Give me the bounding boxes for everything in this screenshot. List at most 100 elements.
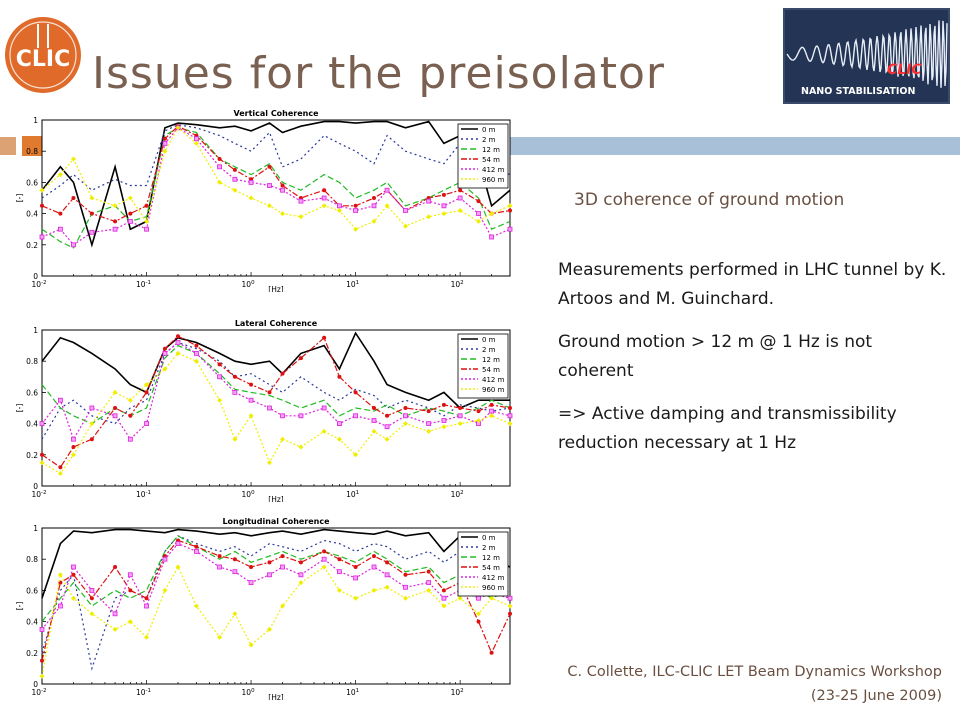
legend	[457, 123, 509, 189]
data-point	[89, 195, 95, 201]
legend-label: 2 m	[482, 136, 496, 144]
data-point	[232, 436, 238, 442]
plot-area	[41, 329, 511, 487]
data-point	[58, 603, 63, 609]
data-point	[127, 572, 133, 578]
data-point	[89, 211, 94, 216]
data-point	[58, 211, 63, 216]
data-point	[336, 587, 342, 593]
vertical-coherence-chart: Vertical Coherence 0 0.2 0.4 0.6 0.8 1 [-] 10-2 1…	[15, 109, 513, 292]
data-point	[248, 642, 254, 648]
data-point	[71, 196, 76, 200]
series-line-1	[41, 341, 511, 440]
data-point	[353, 413, 358, 419]
data-point	[127, 436, 133, 442]
data-point	[441, 424, 447, 430]
y-tick-label: 1	[33, 524, 38, 533]
data-point	[217, 164, 222, 170]
data-point	[441, 418, 447, 423]
data-point	[144, 603, 149, 609]
data-point	[372, 554, 377, 559]
y-tick-label: 0.4	[26, 618, 38, 627]
nano-logo-caption: NANO STABILISATION	[801, 86, 915, 97]
x-tick-label: 10-2	[31, 688, 46, 697]
data-point	[175, 125, 181, 131]
data-point	[426, 198, 432, 204]
data-point	[371, 564, 377, 570]
data-point	[144, 382, 150, 388]
data-point	[403, 406, 408, 410]
data-point	[371, 418, 377, 423]
credit: C. Collette, ILC-CLIC LET Beam Dynamics …	[567, 660, 942, 708]
data-point	[507, 226, 513, 232]
nano-logo-clic-text: CLIC	[887, 62, 922, 78]
credit-line-1: C. Collette, ILC-CLIC LET Beam Dynamics …	[567, 664, 942, 680]
chart-title: Longitudinal Coherence	[222, 517, 330, 526]
legend-label: 54 m	[482, 366, 500, 374]
data-point	[70, 452, 76, 458]
data-point	[128, 588, 133, 593]
credit-line-2: (23-25 June 2009)	[810, 688, 942, 704]
data-point	[162, 366, 168, 372]
legend-label: 0 m	[482, 336, 496, 344]
data-point	[476, 417, 482, 423]
data-point	[457, 207, 463, 213]
data-point	[144, 634, 150, 640]
data-point	[353, 226, 359, 232]
data-point	[353, 575, 358, 581]
data-point	[194, 136, 199, 142]
data-point	[426, 569, 431, 574]
data-point	[402, 223, 408, 229]
data-point	[232, 557, 237, 562]
data-point	[232, 390, 238, 395]
legend-label: 412 m	[482, 574, 505, 582]
y-tick-label: 0.8	[26, 555, 38, 564]
lateral-coherence-chart: Lateral Coherence 0 0.2 0.4 0.6 0.8 1 [-] 10-2 10…	[15, 319, 513, 502]
data-point	[144, 203, 149, 208]
data-point	[372, 196, 377, 200]
data-point	[249, 565, 254, 569]
series-line-4	[41, 341, 511, 441]
data-point	[353, 390, 358, 395]
data-point	[57, 471, 63, 477]
data-point	[384, 572, 390, 578]
legend-label: 960 m	[482, 176, 505, 184]
data-point	[298, 214, 304, 220]
data-point	[426, 214, 432, 220]
data-point	[232, 176, 238, 182]
data-point	[384, 187, 390, 193]
legend-label: 412 m	[482, 166, 505, 174]
data-point	[71, 564, 76, 570]
clic-logo: CLIC	[5, 17, 81, 93]
y-tick-label: 0.2	[26, 451, 38, 460]
data-point	[217, 374, 222, 380]
data-point	[232, 187, 238, 193]
x-axis-label: [Hz]	[268, 693, 284, 700]
data-point	[112, 413, 118, 419]
data-point	[426, 580, 432, 585]
data-point	[507, 603, 513, 609]
data-point	[194, 544, 199, 549]
y-tick-label: 1	[33, 116, 38, 125]
clic-logo-text: CLIC	[16, 47, 71, 72]
data-point	[403, 208, 408, 213]
data-point	[280, 554, 285, 559]
data-point	[458, 188, 463, 193]
data-point	[248, 195, 254, 201]
data-point	[267, 560, 272, 565]
x-axis-label: [Hz]	[268, 495, 284, 502]
data-point	[280, 413, 285, 419]
data-point	[441, 192, 446, 197]
data-point	[267, 405, 272, 411]
data-point	[507, 595, 513, 601]
series-line-0	[41, 331, 510, 409]
data-point	[127, 219, 133, 224]
data-point	[128, 413, 133, 418]
data-point	[127, 397, 133, 403]
data-point	[402, 595, 408, 601]
data-point	[217, 634, 223, 640]
x-tick-label: 10-2	[31, 490, 46, 499]
data-point	[426, 587, 432, 593]
data-point	[175, 564, 181, 570]
data-point	[280, 211, 286, 217]
